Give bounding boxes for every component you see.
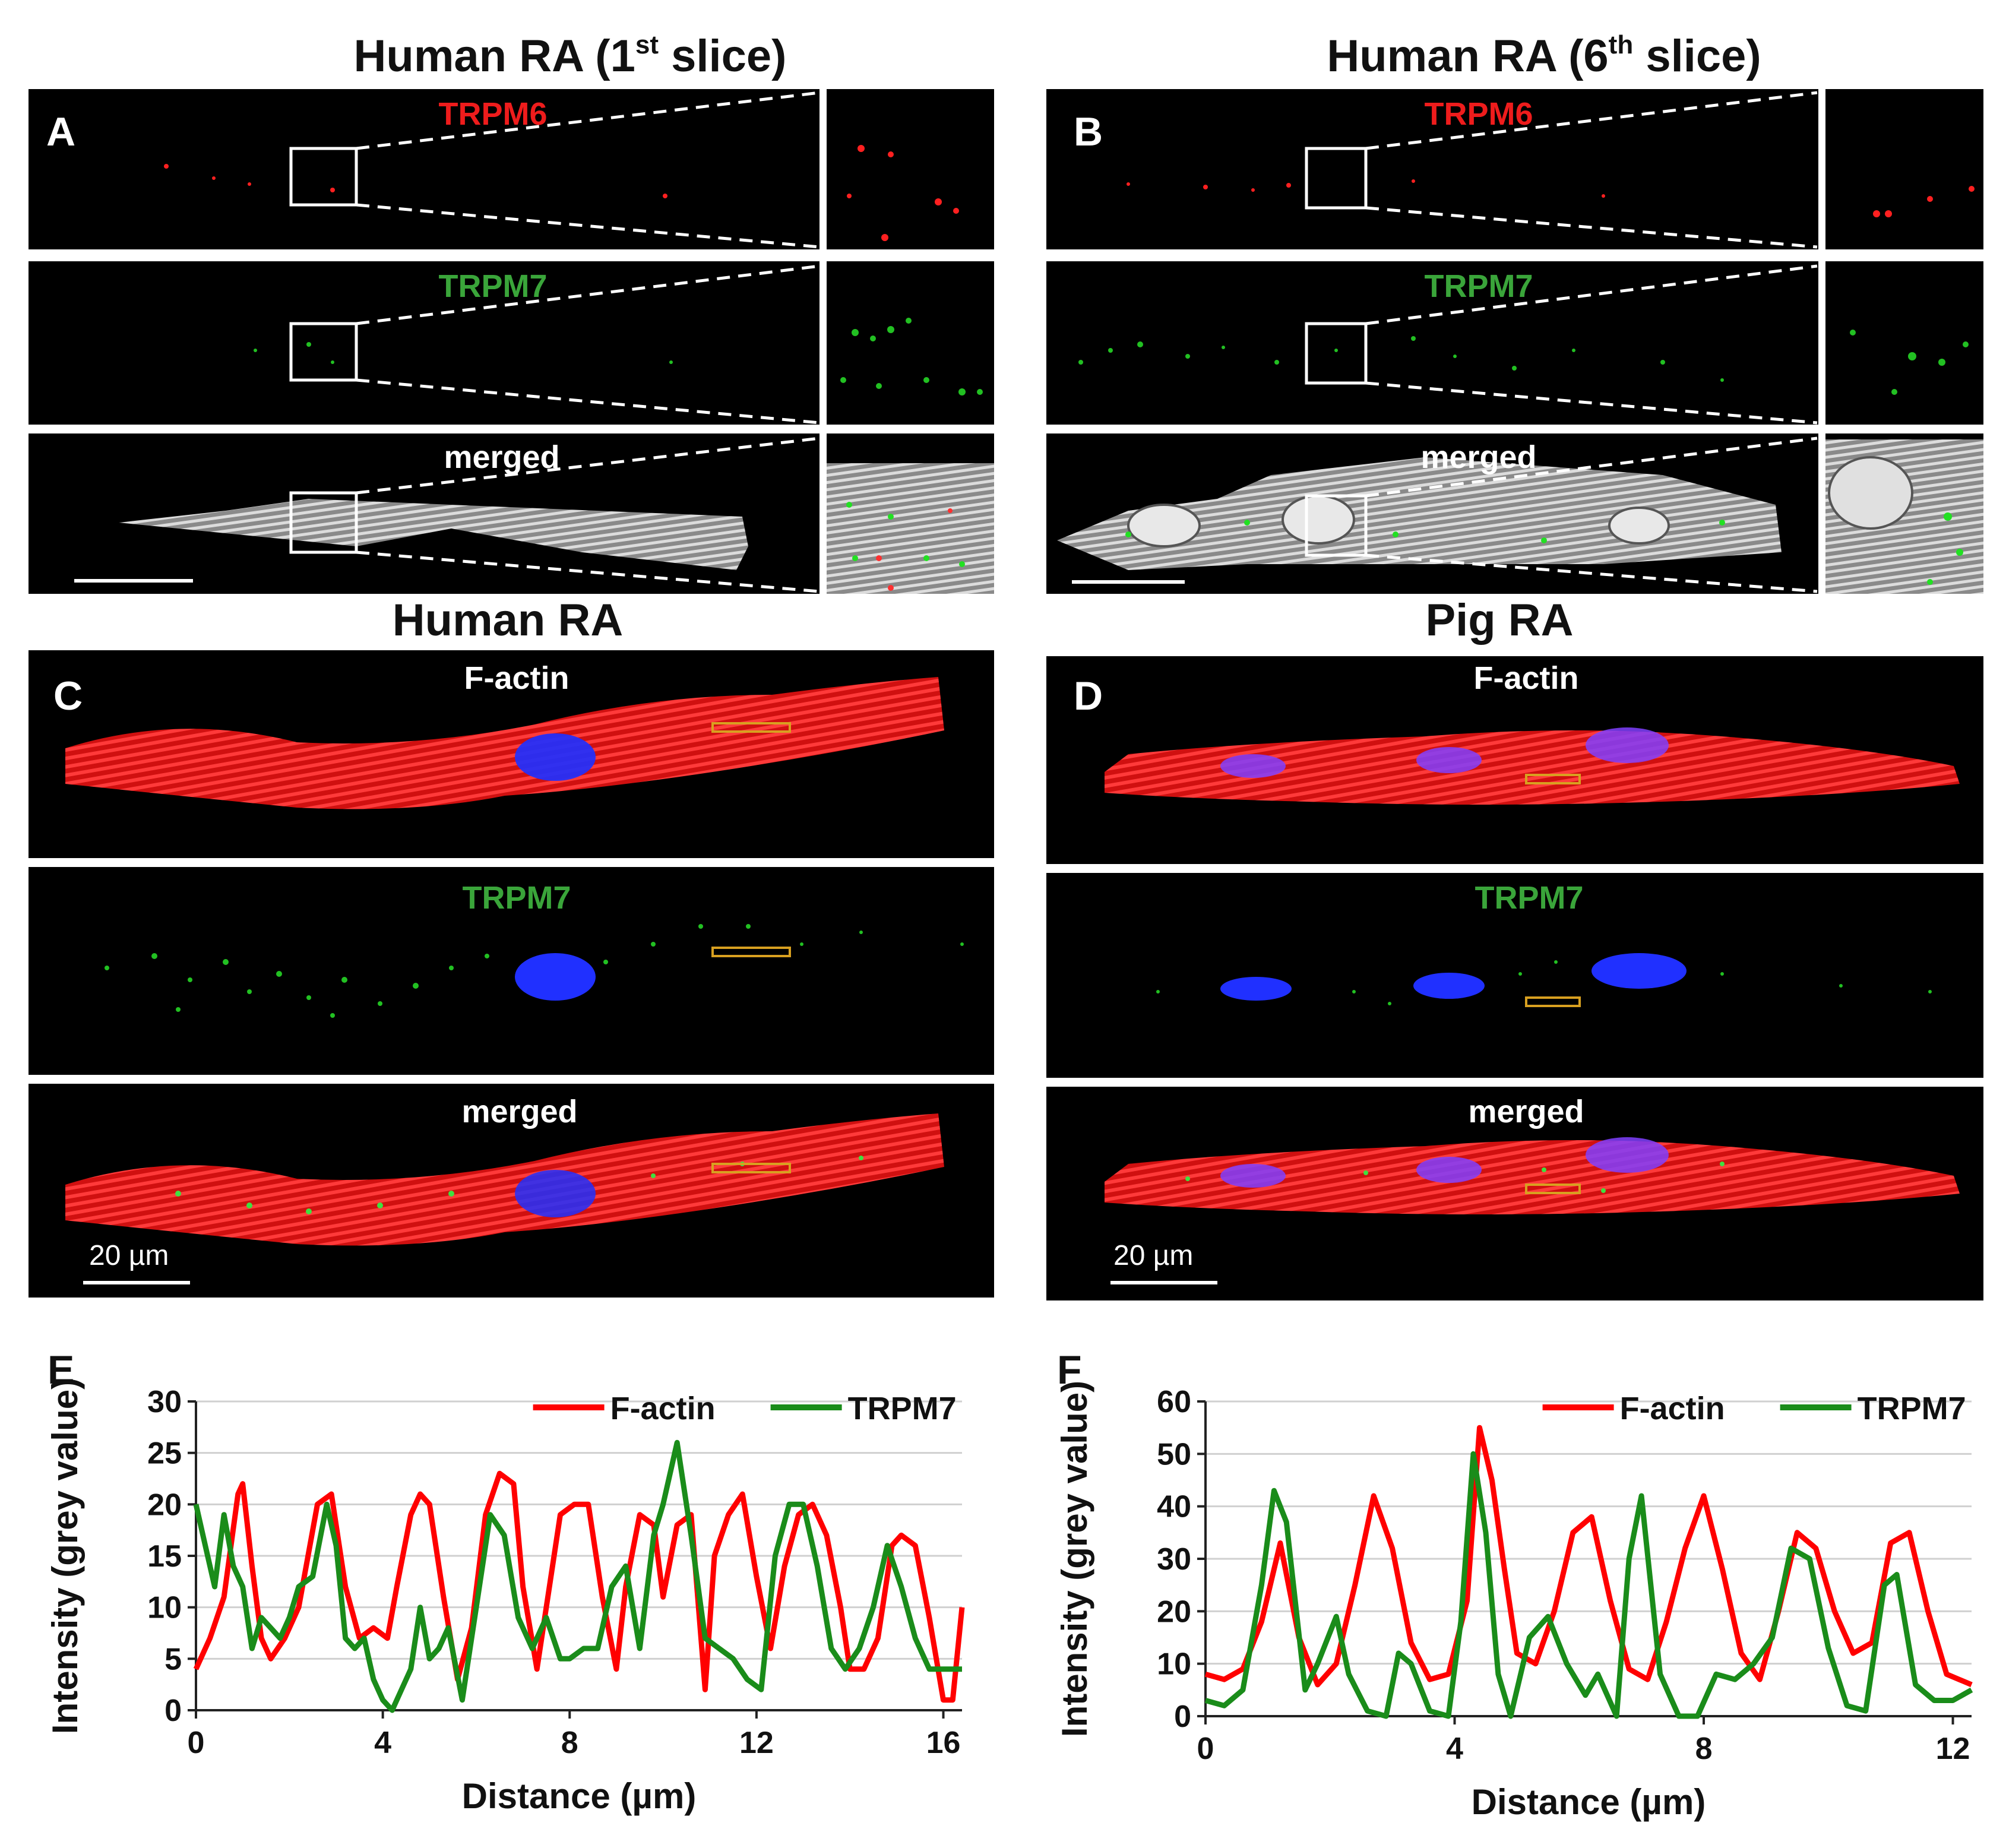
- y-tick-label: 40: [1157, 1490, 1191, 1524]
- panel-b-roi-1: [1305, 147, 1368, 210]
- trpm7-dots-a: [254, 318, 983, 395]
- panel-c-letter: C: [53, 673, 83, 719]
- legend-label-trpm7: TRPM7: [1858, 1391, 1966, 1426]
- chart-f: F 0 10 20 30 40 50 60 0 4 8 12 Distance (µm) Intensit…: [1055, 1347, 1973, 1822]
- panel-c-merged-cell: [65, 1113, 944, 1246]
- x-tick-label: 0: [188, 1726, 205, 1760]
- panel-d-scale-label: 20 µm: [1113, 1240, 1193, 1271]
- panel-b-roi-2: [1305, 322, 1368, 385]
- panel-b-roi-3: [1305, 494, 1368, 557]
- panel-d-letter: D: [1074, 673, 1103, 719]
- panel-c: Human RA C F-actin TRPM7 merged 20 µm: [29, 595, 994, 1298]
- panel-b-merged-cell: [1057, 457, 1782, 570]
- panel-b-row2-zoom: [1825, 261, 1983, 425]
- panel-a-title: Human RA (1st slice): [354, 30, 787, 81]
- trpm7-dots-b: [1078, 330, 1969, 395]
- panel-b-label-trpm7: TRPM7: [1424, 268, 1533, 304]
- y-axis-label: Intensity (grey value): [45, 1378, 85, 1734]
- panel-d-label-factin: F-actin: [1473, 660, 1578, 696]
- panel-a-roi-1: [289, 147, 358, 207]
- panel-c-row2: [29, 867, 994, 1075]
- series-line-trpm7: [1204, 1451, 1973, 1719]
- y-tick-label: 20: [1157, 1594, 1191, 1629]
- trpm6-dots-a: [164, 145, 959, 241]
- panel-a-row2-main: [29, 261, 820, 425]
- y-tick-label: 20: [147, 1488, 182, 1522]
- panel-b-row1-zoom: [1825, 89, 1983, 249]
- panel-a-row1-zoom: [827, 89, 994, 249]
- x-tick-label: 12: [739, 1726, 774, 1760]
- x-tick-label: 12: [1936, 1732, 1970, 1766]
- y-tick-label: 30: [1157, 1542, 1191, 1577]
- panel-a-label-trpm7: TRPM7: [438, 268, 547, 304]
- panel-d-nucleus-1: [1220, 977, 1292, 1001]
- panel-d-row2: [1046, 873, 1983, 1078]
- y-tick-label: 15: [147, 1539, 182, 1574]
- legend-label-f-actin: F-actin: [1620, 1391, 1725, 1426]
- panel-b-title: Human RA (6th slice): [1327, 30, 1761, 81]
- panel-d-title: Pig RA: [1425, 595, 1573, 645]
- panel-b-row2-main: [1046, 261, 1818, 425]
- panel-b-letter: B: [1074, 109, 1103, 154]
- panel-a-roi-3: [289, 491, 358, 554]
- y-axis-label: Intensity (grey value): [1055, 1381, 1094, 1737]
- legend-label-trpm7: TRPM7: [848, 1391, 957, 1426]
- y-tick-label: 50: [1157, 1437, 1191, 1472]
- panel-c-label-factin: F-actin: [464, 660, 569, 696]
- panel-d-label-trpm7: TRPM7: [1475, 880, 1583, 916]
- y-tick-label: 30: [147, 1385, 182, 1419]
- panel-b-row1-main: [1046, 89, 1818, 249]
- panel-c-label-merged: merged: [461, 1094, 577, 1129]
- panel-a-roi-2: [289, 322, 358, 382]
- panel-d-nucleus-2: [1413, 973, 1485, 999]
- panel-d: Pig RA D F-actin TRPM7 merged 20 µm: [1046, 595, 1983, 1300]
- panel-d-nucleus-3: [1591, 953, 1687, 989]
- series-line-trpm7: [193, 1439, 962, 1713]
- chart-letter: E: [48, 1347, 74, 1393]
- series-line-f-actin: [1204, 1425, 1973, 1688]
- y-tick-label: 25: [147, 1436, 182, 1471]
- panel-c-label-trpm7: TRPM7: [462, 880, 571, 916]
- chart-letter: F: [1057, 1347, 1082, 1393]
- panel-d-actin-cell: [1105, 730, 1960, 805]
- panel-a-merged-cell: [119, 499, 748, 570]
- x-tick-label: 4: [1446, 1732, 1463, 1766]
- panel-c-nucleus-2: [515, 953, 596, 1001]
- panel-c-trpm7-dots: [105, 924, 964, 1018]
- x-axis-label: Distance (µm): [462, 1776, 697, 1816]
- panel-a-label-merged: merged: [444, 439, 559, 475]
- chart-e: E 0 5 10 15 20 25 30 0 4 8 12 16 Distance (µm) Intensi…: [45, 1347, 965, 1816]
- panel-b-label-merged: merged: [1420, 439, 1536, 475]
- y-tick-label: 10: [1157, 1647, 1191, 1682]
- panel-a-label-trpm6: TRPM6: [438, 96, 547, 132]
- y-tick-label: 60: [1157, 1385, 1191, 1419]
- x-tick-label: 8: [561, 1726, 578, 1760]
- panel-c-actin-cell: [65, 677, 944, 809]
- panel-d-merged-cell: [1105, 1140, 1960, 1214]
- x-axis-label: Distance (µm): [1472, 1782, 1706, 1822]
- x-tick-label: 4: [374, 1726, 391, 1760]
- panel-c-scale-label: 20 µm: [89, 1240, 169, 1271]
- y-tick-label: 5: [164, 1642, 182, 1676]
- panel-d-trpm7-dots: [1156, 960, 1932, 1005]
- panel-b-label-trpm6: TRPM6: [1424, 96, 1533, 132]
- y-tick-label: 0: [164, 1694, 182, 1728]
- panel-a-letter: A: [46, 109, 75, 154]
- panel-a: Human RA (1st slice) A TRPM6 TRPM7 merge…: [29, 30, 994, 594]
- panel-d-label-merged: merged: [1468, 1094, 1584, 1129]
- y-tick-label: 0: [1174, 1700, 1191, 1734]
- series-line-f-actin: [193, 1470, 965, 1703]
- x-tick-label: 8: [1695, 1732, 1713, 1766]
- panel-a-row1-main: [29, 89, 820, 249]
- legend-label-f-actin: F-actin: [610, 1391, 716, 1426]
- y-tick-label: 10: [147, 1591, 182, 1625]
- x-tick-label: 0: [1197, 1732, 1214, 1766]
- panel-c-nucleus-1: [515, 733, 596, 781]
- panel-c-title: Human RA: [393, 595, 623, 645]
- panel-a-row2-zoom: [827, 261, 994, 425]
- x-tick-label: 16: [926, 1726, 961, 1760]
- trpm6-dots-b: [1127, 179, 1975, 217]
- panel-b: Human RA (6th slice) B TRPM6 TRPM7 merge…: [1046, 30, 1983, 594]
